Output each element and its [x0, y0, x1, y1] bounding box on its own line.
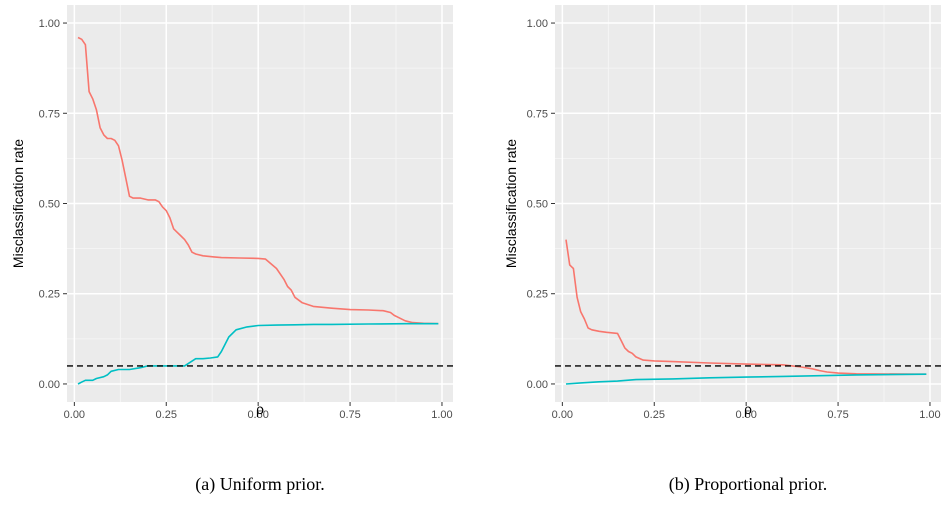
y-tick-label: 0.25: [39, 289, 60, 301]
x-tick-label: 0.75: [827, 409, 848, 421]
x-tick-label: 0.00: [552, 409, 573, 421]
x-tick-label: 0.25: [644, 409, 665, 421]
y-tick-label: 0.00: [39, 379, 60, 391]
y-tick-label: 0.50: [39, 199, 60, 211]
y-tick-label: 1.00: [39, 18, 60, 30]
series-line-1: [565, 373, 927, 385]
x-tick-label: 0.75: [339, 409, 360, 421]
y-tick-label: 0.75: [39, 108, 60, 120]
x-tick-label: 0.00: [64, 409, 85, 421]
y-tick-label: 0.50: [527, 199, 548, 211]
series-line-0: [77, 36, 439, 325]
y-axis-title: Misclassification rate: [503, 139, 519, 268]
series-lines: [555, 239, 941, 385]
grid-lines: [555, 5, 941, 402]
chart-panel-proportional: 0.00 0.25 0.50 0.75 1.00 0.00 0.25 0.50 0.75 1.00…: [503, 5, 941, 495]
grid-lines: [67, 5, 453, 402]
series-lines: [67, 36, 453, 385]
x-axis-title: ρ: [256, 401, 264, 417]
chart-panel-uniform: 0.00 0.25 0.50 0.75 1.00 0.00 0.25 0.50 0.75 1.00…: [10, 5, 453, 495]
x-axis-title: ρ: [744, 401, 752, 417]
figure-caption: (b) Proportional prior.: [669, 474, 827, 495]
y-tick-label: 1.00: [527, 18, 548, 30]
x-tick-label: 1.00: [919, 409, 940, 421]
figure-caption: (a) Uniform prior.: [195, 474, 324, 495]
y-tick-label: 0.25: [527, 289, 548, 301]
y-tick-label: 0.00: [527, 379, 548, 391]
x-tick-label: 0.50: [247, 409, 268, 421]
series-line-0: [565, 239, 927, 375]
x-tick-label: 0.50: [735, 409, 756, 421]
x-tick-label: 0.25: [156, 409, 177, 421]
y-tick-label: 0.75: [527, 108, 548, 120]
series-line-1: [77, 322, 439, 385]
x-tick-label: 1.00: [431, 409, 452, 421]
axis-ticks: 0.00 0.25 0.50 0.75 1.00 0.00 0.25 0.50 0.75 1.00: [527, 18, 941, 421]
axis-ticks: 0.00 0.25 0.50 0.75 1.00 0.00 0.25 0.50 0.75 1.00: [39, 18, 453, 421]
y-axis-title: Misclassification rate: [10, 139, 26, 268]
